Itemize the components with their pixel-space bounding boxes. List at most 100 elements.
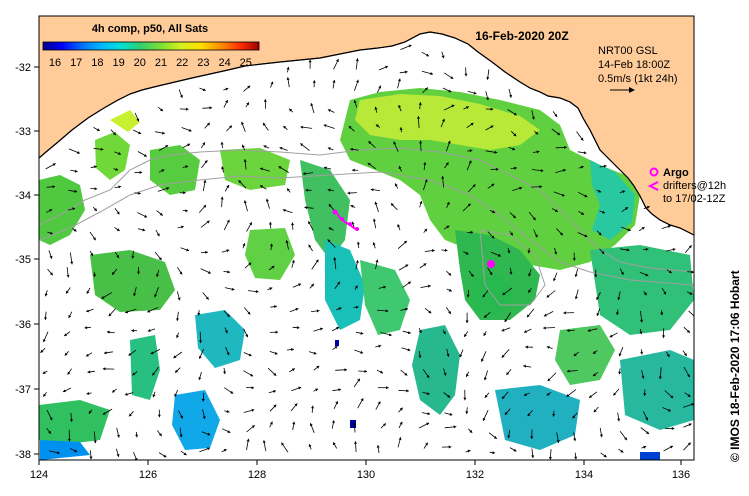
current-vector-arrowhead [223, 449, 227, 452]
current-vector-arrowhead [88, 410, 92, 414]
current-vector-arrowhead [380, 370, 383, 374]
current-vector-arrowhead [641, 227, 645, 230]
current-vector-arrowhead [562, 168, 566, 172]
current-vector-arrowhead [133, 293, 137, 297]
current-vector-arrowhead [643, 292, 647, 296]
current-vector-arrowhead [427, 412, 431, 416]
current-vector-arrowhead [176, 335, 179, 338]
current-vector-arrowhead [263, 99, 267, 102]
current-vector-arrowhead [377, 401, 381, 405]
current-vector-arrowhead [275, 330, 279, 334]
current-vector-arrowhead [251, 425, 255, 429]
current-vector-arrowhead [131, 255, 135, 259]
current-vector-arrowhead [336, 327, 340, 330]
current-vector-arrowhead [159, 212, 163, 216]
current-vector-arrowhead [152, 394, 156, 398]
current-vector-arrowhead [443, 372, 447, 376]
current-vector-arrowhead [403, 240, 407, 244]
current-vector-arrowhead [574, 274, 578, 277]
lon-tick: 128 [248, 469, 266, 481]
current-vector-arrowhead [283, 126, 287, 129]
current-vector-arrowhead [639, 331, 643, 335]
current-vector-arrowhead [584, 194, 588, 198]
lon-tick: 126 [139, 469, 157, 481]
current-vector-arrowhead [448, 311, 451, 314]
current-vector-arrowhead [331, 420, 335, 423]
current-vector-arrowhead [399, 407, 403, 411]
current-vector-arrowhead [312, 80, 316, 83]
current-vector-arrowhead [187, 143, 191, 147]
argo-legend: Argo drifters@12h to 17/02-12Z [647, 167, 726, 205]
current-vector-arrowhead [405, 307, 408, 311]
current-vector-arrowhead [74, 189, 78, 193]
current-vector-arrowhead [667, 408, 671, 412]
current-vector-arrowhead [245, 334, 248, 338]
current-vector-arrowhead [147, 329, 151, 332]
current-vector-arrowhead [353, 422, 357, 426]
current-vector-arrowhead [543, 313, 547, 317]
current-vector-arrowhead [442, 331, 446, 335]
current-vector-arrowhead [502, 396, 505, 399]
current-vector-arrowhead [618, 371, 622, 375]
current-vector-arrowhead [315, 388, 319, 392]
current-vector-arrowhead [67, 371, 71, 375]
current-vector-arrowhead [406, 389, 409, 393]
credit-text: © IMOS 18-Feb-2020 17:06 Hobart [728, 270, 742, 462]
current-vector-arrowhead [262, 440, 266, 443]
current-vector-arrowhead [176, 318, 180, 321]
colorbar-tick: 17 [70, 57, 82, 69]
current-vector-arrowhead [393, 141, 397, 145]
current-vector-arrowhead [174, 393, 178, 397]
current-vector-arrowhead [603, 454, 607, 458]
colorbar-tick: 18 [91, 57, 103, 69]
current-vector-arrowhead [220, 141, 224, 145]
current-vector-arrowhead [229, 125, 232, 129]
sst-field [39, 88, 694, 460]
lat-tick: -35 [15, 254, 31, 266]
current-vector-arrowhead [138, 191, 141, 195]
current-vector-arrowhead [106, 330, 110, 334]
current-vector-arrowhead [509, 271, 513, 275]
current-vector-arrowhead [300, 143, 304, 147]
current-vector-arrowhead [263, 122, 266, 126]
current-vector-arrowhead [316, 309, 320, 313]
current-vector-arrowhead [102, 411, 106, 415]
current-vector-arrowhead [350, 205, 354, 208]
current-vector-arrowhead [323, 124, 327, 128]
current-vector-arrowhead [116, 211, 120, 215]
current-vector-arrowhead [465, 411, 469, 414]
current-vector-arrowhead [205, 296, 209, 300]
current-vector-arrowhead [449, 412, 453, 416]
current-vector-arrowhead [444, 248, 448, 252]
drifters-label: drifters@12h [663, 180, 726, 192]
current-vector-arrowhead [49, 272, 53, 276]
current-vector-arrowhead [601, 251, 605, 254]
current-vector-arrowhead [180, 415, 183, 419]
current-vector-arrowhead [375, 124, 379, 128]
model-time: 14-Feb 18:00Z [598, 59, 670, 71]
current-vector-arrowhead [592, 350, 596, 354]
colorbar-tick: 16 [49, 57, 61, 69]
current-vector-arrowhead [227, 430, 231, 433]
current-vector-arrowhead [226, 409, 230, 413]
current-vector-arrowhead [689, 291, 693, 295]
current-vector-arrowhead [179, 434, 183, 438]
current-vector-arrowhead [495, 167, 499, 171]
current-vector-arrowhead [269, 287, 273, 291]
colorbar-tick: 23 [197, 57, 209, 69]
current-vector-arrowhead [418, 102, 422, 105]
current-vector-arrowhead [513, 448, 517, 452]
current-vector-arrowhead [86, 353, 89, 357]
current-vector-arrowhead [131, 329, 134, 333]
current-vector-arrowhead [128, 352, 132, 356]
current-vector-arrowhead [286, 66, 290, 70]
current-vector-arrowhead [63, 389, 66, 393]
current-vector-arrowhead [231, 287, 235, 291]
current-vector-arrowhead [116, 454, 120, 457]
current-vector-arrowhead [137, 271, 141, 275]
current-vector-arrowhead [513, 112, 517, 116]
current-vector-arrowhead [66, 274, 70, 278]
current-vector-arrowhead [527, 314, 530, 318]
current-vector-arrowhead [662, 335, 666, 338]
current-vector-arrowhead [311, 405, 315, 409]
